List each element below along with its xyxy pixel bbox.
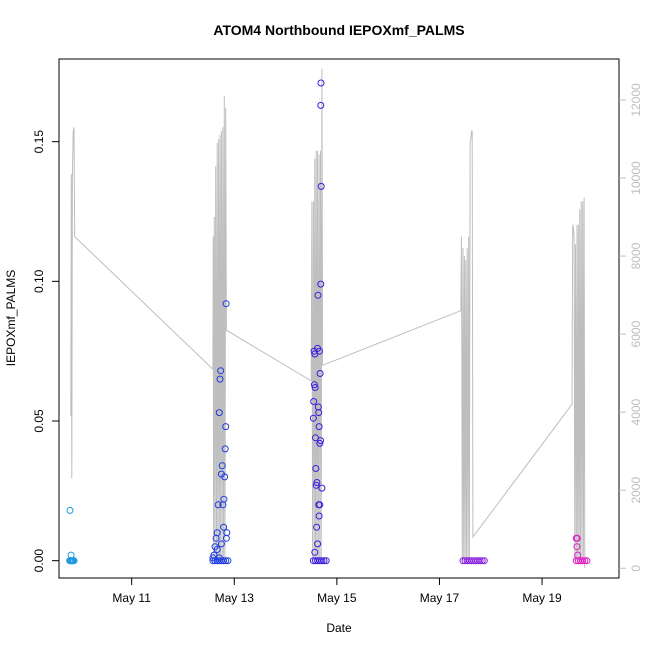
data-point bbox=[316, 501, 324, 509]
altitude-line bbox=[70, 68, 586, 569]
data-point bbox=[222, 423, 230, 431]
data-point bbox=[217, 367, 225, 375]
data-point bbox=[67, 551, 75, 559]
y-tick-label: 0.00 bbox=[32, 549, 46, 573]
data-point bbox=[312, 481, 320, 489]
y2-axis: 0 2000 4000 6000 8000 10000 12000 bbox=[619, 83, 643, 572]
data-point bbox=[220, 495, 228, 503]
data-point bbox=[315, 409, 323, 417]
data-point bbox=[317, 79, 325, 87]
data-point bbox=[573, 534, 581, 542]
data-point bbox=[222, 300, 230, 308]
data-point bbox=[310, 381, 318, 389]
x-tick-label: May 13 bbox=[215, 591, 255, 605]
data-points-layer bbox=[66, 79, 591, 565]
data-point bbox=[316, 439, 324, 447]
y-tick-label: 0.05 bbox=[32, 409, 46, 433]
altitude-line-layer bbox=[70, 68, 586, 569]
data-point bbox=[220, 557, 228, 565]
data-point bbox=[223, 529, 231, 537]
data-point bbox=[583, 557, 591, 565]
data-point bbox=[218, 462, 226, 470]
data-point bbox=[70, 557, 78, 565]
y2-tick-label: 10000 bbox=[629, 161, 643, 195]
data-point bbox=[310, 398, 318, 405]
data-point bbox=[318, 557, 326, 565]
data-point bbox=[312, 465, 320, 472]
data-point bbox=[581, 557, 589, 565]
data-point bbox=[478, 557, 486, 565]
data-point bbox=[573, 543, 581, 551]
data-point bbox=[579, 557, 587, 565]
x-tick-label: May 19 bbox=[522, 591, 562, 605]
x-tick-label: May 15 bbox=[317, 591, 357, 605]
data-point bbox=[320, 557, 328, 565]
data-point bbox=[214, 501, 222, 509]
y-axis-label: IEPOXmf_PALMS bbox=[4, 270, 18, 366]
y2-tick-label: 12000 bbox=[629, 83, 643, 117]
x-tick-label: May 17 bbox=[420, 591, 460, 605]
data-point bbox=[311, 548, 319, 556]
data-point bbox=[224, 557, 232, 565]
data-point bbox=[322, 557, 330, 565]
data-point bbox=[213, 546, 221, 553]
data-point bbox=[316, 370, 324, 377]
y2-tick-label: 6000 bbox=[629, 320, 643, 347]
x-axis-label: Date bbox=[326, 621, 352, 635]
y2-tick-label: 8000 bbox=[629, 242, 643, 269]
data-point bbox=[313, 479, 321, 486]
y2-tick-label: 0 bbox=[629, 565, 643, 572]
data-point bbox=[317, 280, 325, 288]
plot-frame bbox=[58, 58, 620, 579]
data-point bbox=[220, 523, 228, 531]
chart-title: ATOM4 Northbound IEPOXmf_PALMS bbox=[213, 22, 464, 38]
y-axis: 0.00 0.05 0.10 0.15 bbox=[32, 130, 59, 573]
data-point bbox=[222, 557, 230, 565]
data-point bbox=[317, 437, 324, 445]
data-point bbox=[315, 512, 323, 520]
data-point bbox=[318, 484, 326, 492]
data-point bbox=[317, 182, 325, 190]
data-point bbox=[222, 534, 230, 542]
data-point bbox=[309, 414, 317, 422]
data-point bbox=[216, 375, 224, 383]
y-tick-label: 0.15 bbox=[32, 130, 46, 154]
data-point bbox=[314, 291, 322, 299]
data-point bbox=[217, 540, 225, 548]
x-tick-label: May 11 bbox=[112, 591, 151, 605]
y2-tick-label: 2000 bbox=[629, 477, 643, 504]
y-tick-label: 0.10 bbox=[32, 269, 46, 293]
data-point bbox=[313, 523, 321, 531]
data-point bbox=[480, 557, 488, 565]
data-point bbox=[221, 445, 229, 453]
data-point bbox=[317, 101, 325, 109]
data-point bbox=[311, 384, 319, 391]
data-point bbox=[476, 557, 484, 565]
data-point bbox=[314, 540, 322, 548]
x-axis: May 11 May 13 May 15 May 17 May 19 bbox=[112, 578, 562, 605]
data-point bbox=[66, 506, 74, 514]
data-point bbox=[315, 423, 323, 431]
data-point bbox=[215, 409, 223, 417]
data-point bbox=[213, 529, 221, 537]
data-point bbox=[221, 473, 229, 481]
y2-tick-label: 4000 bbox=[629, 398, 643, 425]
data-point bbox=[315, 347, 323, 355]
